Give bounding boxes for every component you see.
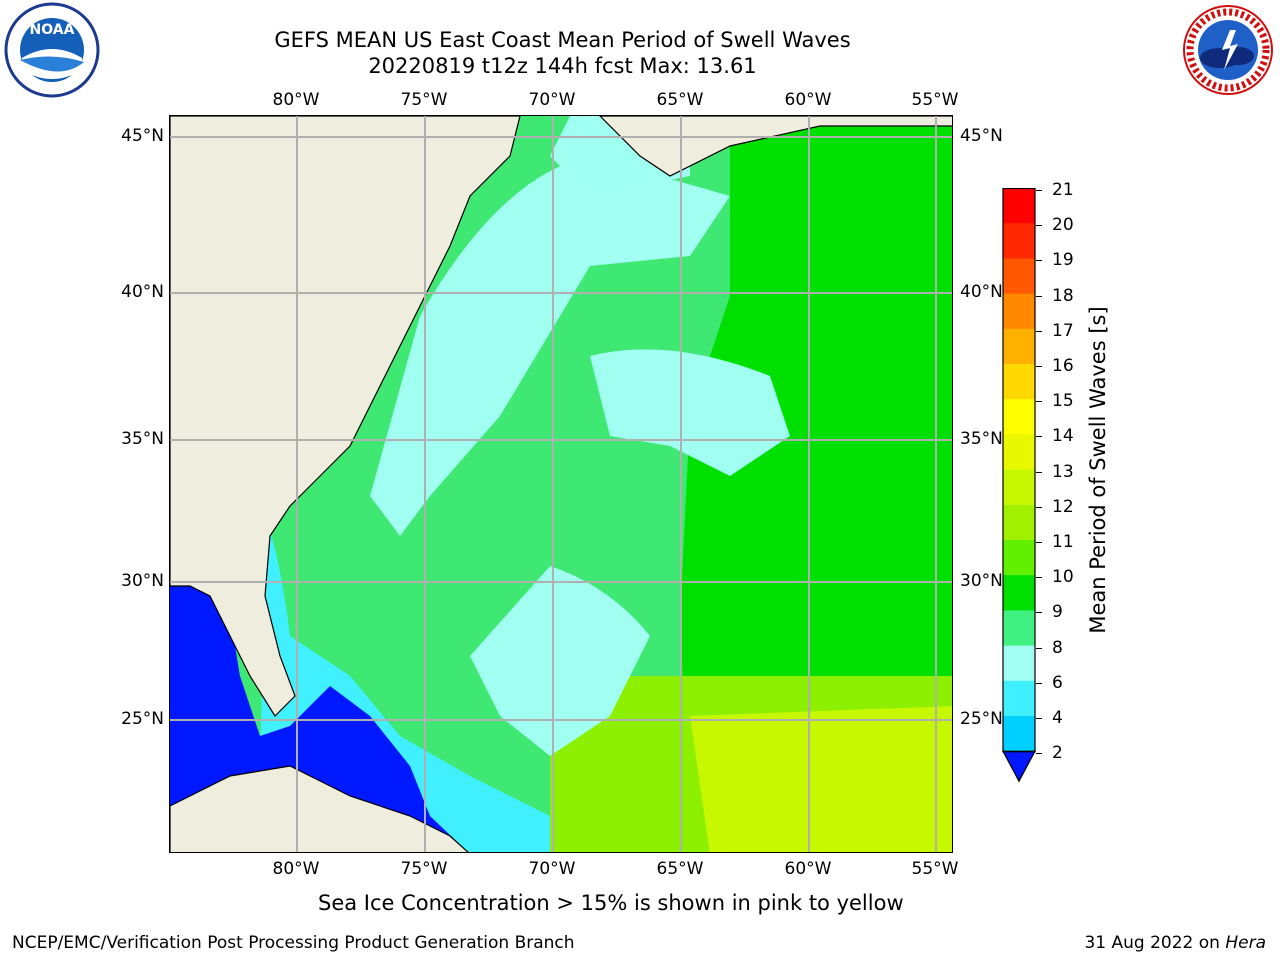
colorbar-tick-mark (1036, 401, 1042, 403)
colorbar-tick-label: 8 (1052, 637, 1063, 658)
colorbar-swatch (1003, 504, 1035, 541)
colorbar-tick-label: 21 (1052, 180, 1074, 200)
colorbar-swatch (1003, 645, 1035, 682)
lat-tick-left: 25°N (121, 709, 164, 729)
colorbar-swatch (1003, 716, 1035, 752)
colorbar-tick-label: 10 (1052, 567, 1074, 588)
colorbar-swatch (1003, 258, 1035, 295)
lon-tick-top: 80°W (272, 90, 320, 110)
colorbar-tick-label: 13 (1052, 461, 1074, 482)
lon-tick-bottom: 75°W (400, 859, 448, 879)
lat-tick-left: 30°N (121, 571, 164, 591)
colorbar (1002, 188, 1036, 783)
colorbar-tick-label: 2 (1052, 743, 1063, 764)
lat-tick-left: 40°N (121, 282, 164, 302)
colorbar-tick-mark (1036, 647, 1042, 649)
colorbar-swatch (1003, 434, 1035, 471)
colorbar-swatch (1003, 680, 1035, 717)
colorbar-tick-mark (1036, 295, 1042, 297)
colorbar-swatch (1003, 610, 1035, 647)
colorbar-tick-mark (1036, 366, 1042, 367)
footer-date: 31 Aug 2022 on Hera (1084, 933, 1266, 953)
colorbar-tick-mark (1036, 577, 1042, 579)
colorbar-swatch (1003, 223, 1035, 259)
colorbar-under-arrow (1002, 750, 1036, 783)
sea-ice-note: Sea Ice Concentration > 15% is shown in … (318, 891, 904, 915)
lon-tick-top: 65°W (656, 90, 704, 110)
colorbar-tick-mark (1036, 718, 1042, 719)
lat-tick-right: 30°N (960, 571, 1003, 591)
colorbar-tick-mark (1036, 190, 1042, 191)
footer-date-text: 31 Aug 2022 on (1084, 933, 1220, 953)
colorbar-swatches (1002, 188, 1036, 783)
colorbar-tick-label: 12 (1052, 496, 1074, 517)
colorbar-tick-label: 17 (1052, 320, 1074, 341)
colorbar-swatch (1003, 293, 1035, 330)
lat-tick-right: 35°N (960, 429, 1003, 449)
footer-machine: Hera (1225, 933, 1266, 953)
colorbar-tick-mark (1036, 225, 1042, 227)
noaa-logo: NOAA (0, 0, 104, 104)
colorbar-tick-label: 9 (1052, 602, 1063, 623)
chart-title: GEFS MEAN US East Coast Mean Period of S… (274, 28, 851, 52)
colorbar-tick-mark (1036, 506, 1042, 508)
colorbar-swatch (1003, 364, 1035, 400)
lon-tick-bottom: 70°W (528, 859, 576, 879)
colorbar-tick-mark (1036, 682, 1042, 684)
colorbar-tick-label: 16 (1052, 356, 1074, 376)
colorbar-tick-label: 15 (1052, 391, 1074, 412)
lon-tick-bottom: 55°W (911, 859, 959, 879)
lon-tick-top: 75°W (400, 90, 448, 110)
colorbar-label: Mean Period of Swell Waves [s] (1086, 306, 1110, 634)
lon-tick-top: 55°W (911, 90, 959, 110)
lon-tick-bottom: 65°W (656, 859, 704, 879)
colorbar-tick-label: 4 (1052, 708, 1063, 728)
footer-credit: NCEP/EMC/Verification Post Processing Pr… (12, 933, 575, 953)
svg-text:NOAA: NOAA (30, 22, 75, 38)
lon-tick-top: 60°W (784, 90, 832, 110)
colorbar-outline (1002, 188, 1036, 753)
lat-tick-left: 45°N (121, 126, 164, 146)
colorbar-tick-label: 6 (1052, 672, 1063, 693)
colorbar-tick-label: 11 (1052, 532, 1074, 552)
colorbar-tick-mark (1036, 471, 1042, 473)
lat-tick-right: 45°N (960, 126, 1003, 146)
colorbar-tick-mark (1036, 260, 1042, 262)
colorbar-tick-mark (1036, 753, 1042, 755)
colorbar-tick-mark (1036, 330, 1042, 332)
colorbar-swatch (1003, 575, 1035, 611)
lon-tick-bottom: 80°W (272, 859, 320, 879)
lat-tick-right: 40°N (960, 282, 1003, 302)
swell-period-map (169, 115, 953, 853)
colorbar-tick-mark (1036, 612, 1042, 614)
colorbar-swatch (1003, 188, 1035, 224)
colorbar-swatch (1003, 540, 1035, 576)
colorbar-tick-mark (1036, 542, 1042, 543)
lon-tick-top: 70°W (528, 90, 576, 110)
colorbar-tick-label: 20 (1052, 215, 1074, 236)
colorbar-tick-mark (1036, 436, 1042, 438)
colorbar-tick-label: 14 (1052, 426, 1074, 447)
colorbar-tick-label: 19 (1052, 250, 1074, 271)
lon-tick-bottom: 60°W (784, 859, 832, 879)
nws-logo (1176, 0, 1280, 104)
colorbar-swatch (1003, 469, 1035, 506)
colorbar-swatch (1003, 399, 1035, 435)
lat-tick-right: 25°N (960, 709, 1003, 729)
chart-subtitle: 20220819 t12z 144h fcst Max: 13.61 (368, 54, 757, 78)
lat-tick-left: 35°N (121, 429, 164, 449)
colorbar-swatch (1003, 328, 1035, 365)
colorbar-tick-label: 18 (1052, 285, 1074, 306)
